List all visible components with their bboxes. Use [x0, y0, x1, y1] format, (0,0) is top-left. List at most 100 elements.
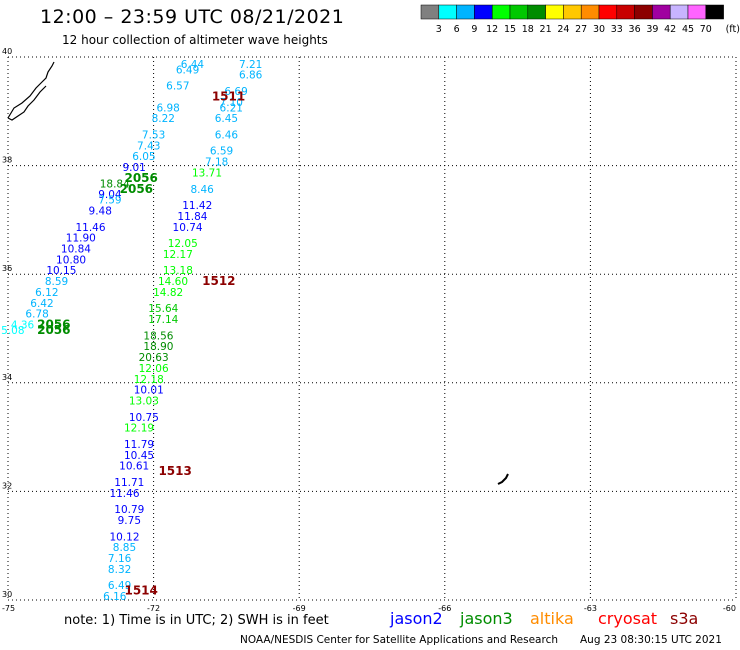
lon-label: -69	[293, 604, 306, 613]
lon-label: -60	[723, 604, 736, 613]
legend-altika: altika	[530, 609, 574, 628]
scale-swatch	[563, 4, 582, 20]
data-points: 7.216.86 6.697.106.216.45 6.46 6.597.1813.7…	[1, 59, 263, 603]
wave-height-value-jason2: 6.59	[210, 146, 233, 158]
wave-height-value-jason2: 10.61	[119, 461, 149, 473]
wave-height-value-jason2: 12.17	[163, 249, 193, 261]
wave-height-value-jason2: 11.79	[124, 439, 154, 451]
wave-height-value-jason2: 6.45	[215, 113, 238, 125]
wave-height-value-jason2: 11.46	[109, 488, 139, 500]
scale-swatch	[456, 4, 475, 20]
scale-label: 21	[540, 24, 552, 35]
wave-height-value-jason2: 12.19	[124, 423, 154, 435]
wave-height-value-jason2: 13.18	[163, 265, 193, 277]
wave-height-value-jason2: 8.32	[108, 564, 131, 576]
wave-height-value-jason2: 12.18	[134, 374, 164, 386]
page-subtitle: 12 hour collection of altimeter wave hei…	[62, 33, 328, 47]
wave-height-value-jason2: 18.90	[143, 341, 173, 353]
wave-height-value-jason2: 7.21	[239, 59, 262, 71]
wave-height-value-jason2: 6.86	[239, 70, 263, 82]
wave-height-value-jason2: 14.82	[153, 287, 183, 299]
track-label: 1513	[158, 464, 191, 478]
wave-height-value-jason3: 6.12	[35, 287, 58, 299]
scale-swatch	[669, 4, 689, 20]
wave-height-value-jason3: 8.59	[45, 276, 68, 288]
wave-height-value-jason3: 11.46	[75, 222, 105, 234]
wave-height-value-jason3: 6.57	[166, 81, 189, 93]
lat-label: 40	[2, 47, 12, 56]
wave-height-value-jason3: 7.53	[142, 129, 165, 141]
scale-label: 18	[522, 24, 534, 35]
wave-height-value-jason2: 6.49	[108, 580, 131, 592]
wave-height-value-jason2: 10.79	[114, 504, 144, 516]
scale-swatch	[491, 4, 511, 20]
lon-label: -72	[147, 604, 160, 613]
legend-jason3: jason3	[460, 609, 513, 628]
wave-height-value-jason2: 12.05	[168, 238, 198, 250]
wave-height-value-jason2: 6.21	[220, 102, 243, 114]
scale-label: 33	[611, 24, 623, 35]
scale-unit: (ft)	[726, 24, 740, 35]
wave-height-value-jason3: 10.15	[46, 265, 76, 277]
wave-height-value-jason2: 7.10	[220, 97, 243, 109]
wave-height-value-jason2: 10.74	[173, 222, 203, 234]
scale-swatch	[527, 4, 546, 20]
scale-label: 27	[575, 24, 587, 35]
lat-label: 38	[2, 156, 12, 165]
wave-height-value-jason3: 6.05	[132, 151, 155, 163]
scale-label: 24	[557, 24, 569, 35]
wave-height-value-jason3: 6.49	[176, 64, 199, 76]
wave-height-value-jason3: 10.80	[56, 254, 86, 266]
wave-height-value-jason2: 6.69	[224, 86, 247, 98]
lon-label: -63	[584, 604, 597, 613]
track-label: 2056	[120, 182, 153, 196]
wave-height-value-jason2: 13.03	[129, 396, 159, 408]
wave-height-value-jason3: 8.22	[152, 113, 175, 125]
color-scale-bar: 3 6 9 12 15 18 21 24 27 30 33 36 39 42 45 70 (ft)	[420, 4, 740, 35]
lat-label: 30	[2, 590, 12, 599]
legend-cryosat: cryosat	[598, 609, 658, 628]
wave-height-value-jason2: 9.75	[118, 515, 141, 527]
wave-height-value-jason3: 6.44	[181, 59, 205, 71]
track-label: 1511	[212, 89, 245, 103]
wave-height-value-jason2: 6.46	[215, 129, 239, 141]
track-label: 1514	[124, 584, 157, 598]
scale-swatch	[509, 4, 529, 20]
wave-height-value-jason3: 9.04	[98, 189, 122, 201]
scale-label: 45	[682, 24, 694, 35]
scale-label: 3	[436, 24, 442, 35]
coastline-nova-scotia	[7, 61, 55, 121]
wave-height-value-jason2: 14.60	[158, 276, 188, 288]
wave-height-value-jason2: 10.12	[109, 531, 139, 543]
wave-height-value-jason2: 12.06	[139, 363, 169, 375]
scale-label: 70	[700, 24, 712, 35]
scale-swatch	[545, 4, 564, 20]
wave-height-value-jason3: 10.84	[61, 243, 91, 255]
wave-height-value-jason3: 6.42	[30, 298, 53, 310]
scale-swatch	[634, 4, 653, 20]
lat-label: 34	[2, 373, 12, 382]
track-label: 2056	[124, 171, 157, 185]
wave-height-value-jason2: 17.14	[148, 314, 178, 326]
scale-label: 30	[593, 24, 605, 35]
track-label: 2056	[37, 323, 70, 337]
wave-height-value-jason3: 6.98	[156, 102, 179, 114]
wave-height-value-jason2: 11.42	[182, 200, 212, 212]
scale-swatch	[616, 4, 635, 20]
scale-swatch	[705, 4, 724, 20]
wave-height-value-jason3: 9.48	[89, 205, 112, 217]
lon-label: -66	[438, 604, 451, 613]
lon-label: -75	[2, 604, 15, 613]
wave-height-value-jason2: 10.75	[129, 412, 159, 424]
wave-height-value-jason3: 6.78	[25, 309, 48, 321]
scale-label: 36	[629, 24, 641, 35]
wave-height-value-jason2: 20.63	[139, 352, 169, 364]
coastline	[7, 61, 509, 485]
wave-height-value-jason2: 10.45	[124, 450, 154, 462]
wave-height-value-jason2: 11.71	[114, 477, 144, 489]
wave-height-value-jason3: 7.59	[98, 195, 121, 207]
wave-height-value-jason3: 7.43	[137, 140, 160, 152]
scale-swatch	[598, 4, 618, 20]
